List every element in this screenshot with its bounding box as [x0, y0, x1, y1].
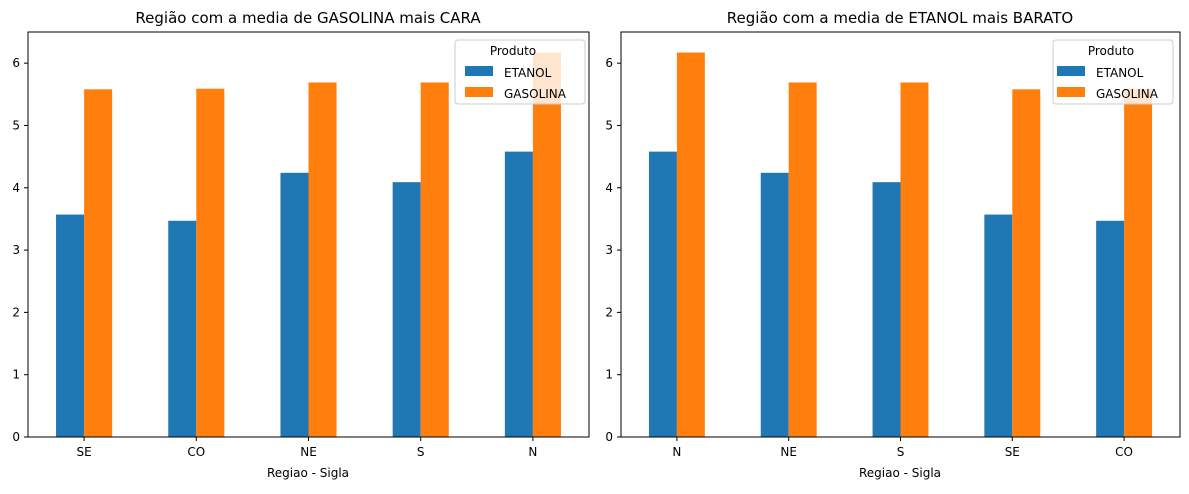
- bar-etanol-se: [56, 214, 85, 437]
- x-tick-label-s: S: [897, 445, 905, 459]
- y-tick-label: 1: [605, 368, 613, 382]
- y-tick-label: 5: [605, 118, 613, 132]
- x-tick-label-ne: NE: [780, 445, 797, 459]
- y-tick-label: 1: [12, 368, 20, 382]
- legend-label-etanol: ETANOL: [504, 66, 552, 80]
- x-tick-label-n: N: [672, 445, 681, 459]
- y-tick-label: 0: [12, 430, 20, 444]
- y-tick-label: 0: [605, 430, 613, 444]
- left-chart-panel: Região com a media de GASOLINA mais CARA…: [12, 9, 590, 480]
- legend-title: Produto: [1088, 44, 1134, 58]
- y-tick-label: 3: [605, 243, 613, 257]
- bar-gasolina-s: [900, 82, 929, 437]
- y-tick-label: 4: [605, 181, 613, 195]
- legend-swatch-etanol: [465, 66, 493, 76]
- legend-title: Produto: [490, 44, 536, 58]
- bar-etanol-s: [392, 182, 421, 437]
- bar-etanol-ne: [280, 172, 309, 438]
- y-tick-label: 3: [12, 243, 20, 257]
- bar-gasolina-co: [1124, 88, 1153, 437]
- bar-etanol-n: [504, 151, 533, 437]
- bar-etanol-se: [984, 214, 1013, 437]
- chart-title: Região com a media de ETANOL mais BARATO: [727, 9, 1073, 27]
- x-tick-label-n: N: [528, 445, 537, 459]
- x-tick-label-ne: NE: [300, 445, 317, 459]
- chart-title: Região com a media de GASOLINA mais CARA: [135, 9, 481, 27]
- bar-gasolina-n: [532, 52, 561, 438]
- bar-gasolina-ne: [308, 82, 337, 437]
- bar-etanol-s: [872, 182, 901, 437]
- bar-etanol-co: [1096, 220, 1125, 437]
- right-chart-panel: Região com a media de ETANOL mais BARATO…: [605, 9, 1181, 480]
- legend-swatch-etanol: [1057, 66, 1085, 76]
- x-tick-label-co: CO: [1115, 445, 1133, 459]
- bar-gasolina-se: [1012, 89, 1041, 438]
- bar-gasolina-ne: [788, 82, 817, 437]
- y-tick-label: 6: [12, 56, 20, 70]
- x-tick-label-se: SE: [1005, 445, 1020, 459]
- bar-gasolina-n: [676, 52, 705, 438]
- x-tick-label-co: CO: [187, 445, 205, 459]
- legend-label-etanol: ETANOL: [1096, 66, 1144, 80]
- y-tick-label: 2: [12, 305, 20, 319]
- y-tick-label: 6: [605, 56, 613, 70]
- bar-etanol-co: [168, 220, 197, 437]
- bar-gasolina-s: [420, 82, 449, 437]
- x-axis-label: Regiao - Sigla: [267, 466, 349, 480]
- legend-label-gasolina: GASOLINA: [1096, 87, 1159, 101]
- y-tick-label: 5: [12, 118, 20, 132]
- x-tick-label-s: S: [417, 445, 425, 459]
- x-axis-label: Regiao - Sigla: [859, 466, 941, 480]
- bar-gasolina-co: [196, 88, 225, 437]
- bar-etanol-ne: [760, 172, 789, 438]
- y-tick-label: 4: [12, 181, 20, 195]
- bar-etanol-n: [648, 151, 677, 437]
- bar-gasolina-se: [84, 89, 113, 438]
- x-tick-label-se: SE: [76, 445, 91, 459]
- legend-swatch-gasolina: [465, 87, 493, 97]
- legend-swatch-gasolina: [1057, 87, 1085, 97]
- y-tick-label: 2: [605, 305, 613, 319]
- legend-label-gasolina: GASOLINA: [504, 87, 567, 101]
